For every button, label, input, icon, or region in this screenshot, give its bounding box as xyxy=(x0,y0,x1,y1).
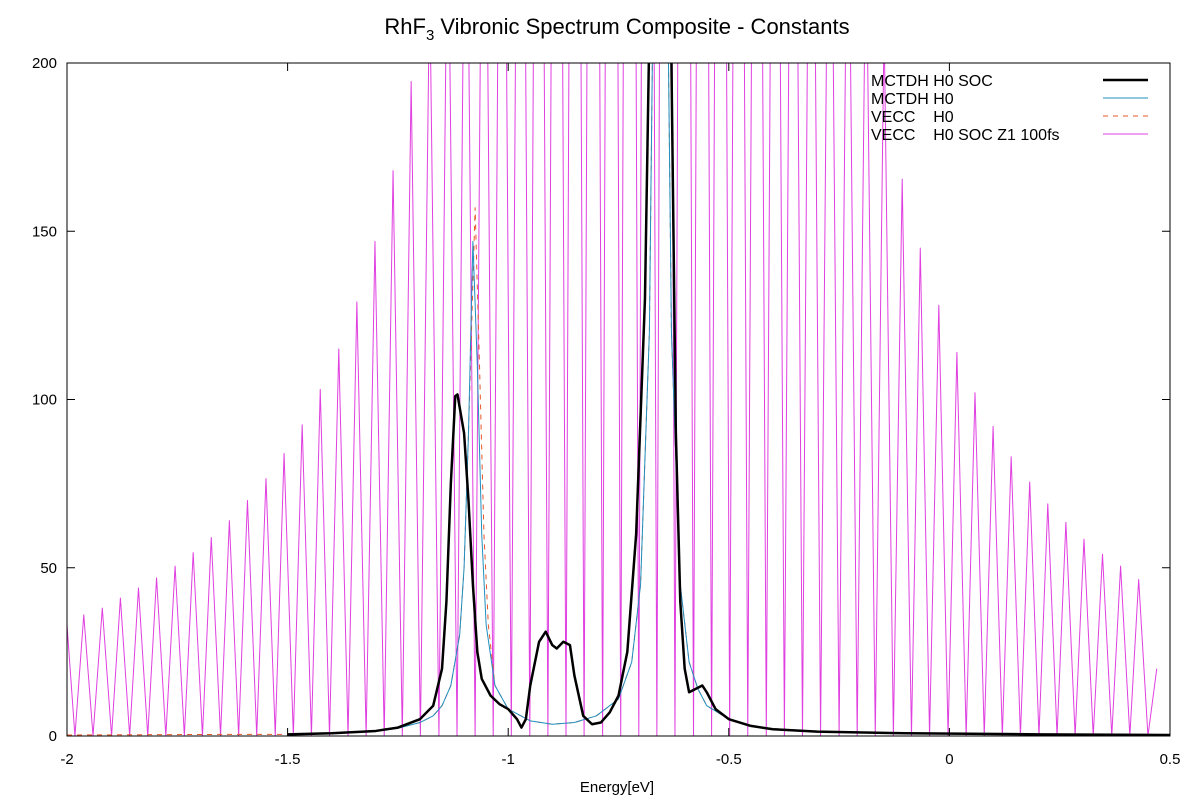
legend-label: VECC H0 SOC Z1 100fs xyxy=(871,127,1060,144)
legend-label: MCTDH H0 xyxy=(871,91,954,108)
legend-label: VECC H0 xyxy=(871,109,954,126)
series-line xyxy=(287,63,1170,736)
x-tick-label: -0.5 xyxy=(716,751,742,768)
x-tick-label: 0.5 xyxy=(1160,751,1181,768)
x-tick-label: 0 xyxy=(945,751,953,768)
x-tick-label: -1.5 xyxy=(275,751,301,768)
chart-title: RhF3 Vibronic Spectrum Composite - Const… xyxy=(384,14,849,44)
series-line xyxy=(67,63,1158,736)
title-subscript: 3 xyxy=(426,27,434,44)
legend-label: MCTDH H0 SOC xyxy=(871,73,993,90)
axes: 0 50 100 150 200 -2 -1.5 -1 -0.5 0 0.5 xyxy=(32,55,1180,768)
x-tick-label: -1 xyxy=(502,751,515,768)
x-axis-label: Energy[eV] xyxy=(580,779,654,796)
y-tick-label: 150 xyxy=(32,223,57,240)
plot-area xyxy=(67,63,1170,736)
title-rest: Vibronic Spectrum Composite - Constants xyxy=(434,14,849,39)
x-tick-label: -2 xyxy=(60,751,73,768)
y-tick-label: 200 xyxy=(32,55,57,72)
y-tick-label: 100 xyxy=(32,392,57,409)
y-tick-label: 50 xyxy=(40,560,57,577)
y-tick-label: 0 xyxy=(49,728,57,745)
title-main: RhF xyxy=(384,14,426,39)
